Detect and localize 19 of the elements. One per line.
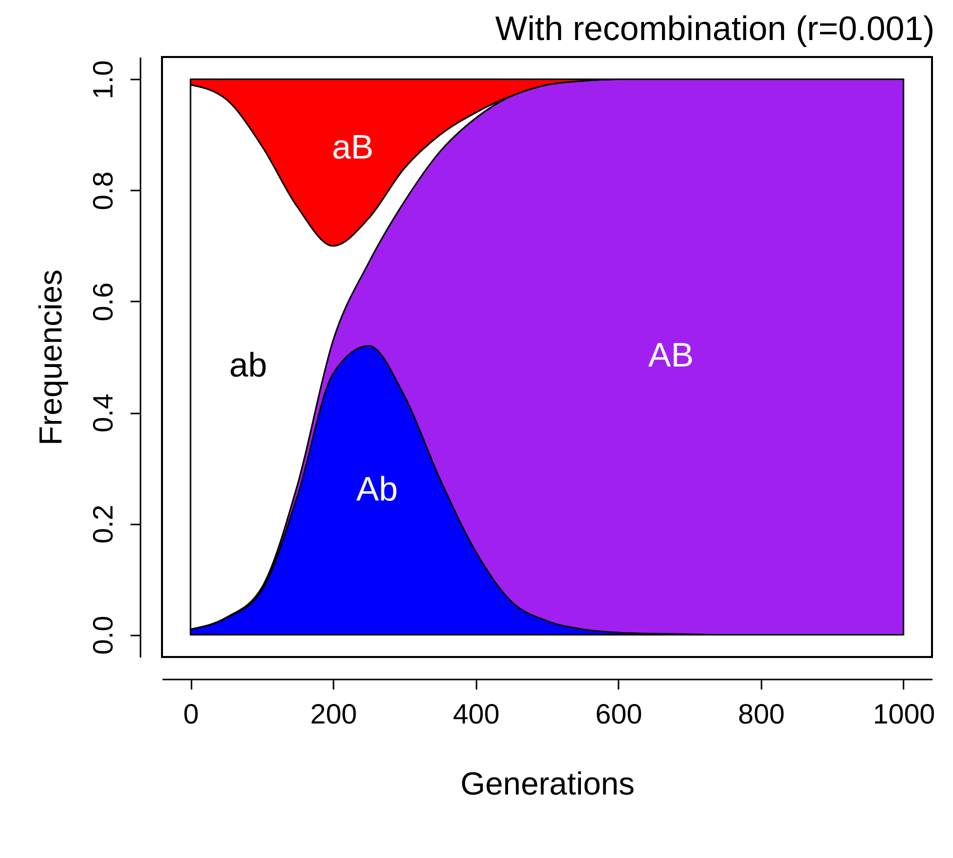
chart-title: With recombination (r=0.001) xyxy=(495,10,935,48)
x-tick-label: 200 xyxy=(310,698,357,730)
x-tick-label: 400 xyxy=(452,698,500,730)
x-axis-title: Generations xyxy=(460,766,635,802)
y-tick-label: 0.4 xyxy=(88,394,118,433)
series-label: AB xyxy=(648,336,694,374)
x-tick-label: 1000 xyxy=(872,698,936,730)
y-axis-title: Frequencies xyxy=(32,269,68,446)
y-tick-label: 0.2 xyxy=(88,504,118,544)
x-tick-label: 600 xyxy=(595,698,642,730)
y-tick-label: 0.8 xyxy=(88,171,118,210)
y-tick-label: 0.0 xyxy=(88,616,118,655)
series-label: ab xyxy=(229,346,268,385)
x-tick-label: 800 xyxy=(738,698,785,730)
x-tick-label: 0 xyxy=(183,698,199,730)
series-label: aB xyxy=(332,128,374,167)
y-tick-label: 0.6 xyxy=(88,282,118,322)
y-tick-label: 1.0 xyxy=(88,60,118,100)
series-label: Ab xyxy=(356,470,398,508)
